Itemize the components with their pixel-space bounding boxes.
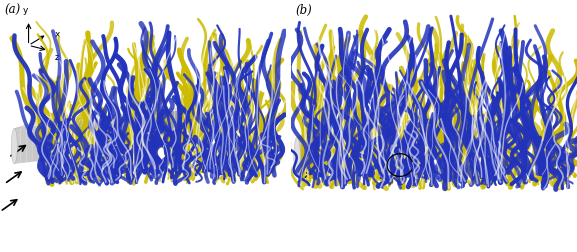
Polygon shape [475,117,482,155]
Polygon shape [455,119,462,158]
Polygon shape [138,114,144,150]
Polygon shape [386,127,393,165]
Text: (a): (a) [4,4,21,17]
Polygon shape [441,121,448,159]
Polygon shape [482,116,489,155]
Ellipse shape [12,129,17,164]
Polygon shape [14,128,20,164]
Polygon shape [297,137,304,175]
Polygon shape [39,125,45,161]
Text: (b): (b) [295,4,312,17]
Polygon shape [373,128,379,167]
Polygon shape [434,121,441,160]
Polygon shape [144,114,151,150]
Polygon shape [45,124,51,161]
Text: x: x [54,29,59,39]
Polygon shape [297,110,514,137]
Polygon shape [132,115,138,151]
Polygon shape [119,116,126,152]
Polygon shape [169,111,175,147]
Polygon shape [345,131,352,170]
Polygon shape [359,130,366,168]
Polygon shape [393,126,400,165]
Polygon shape [88,120,95,156]
Polygon shape [181,110,188,146]
Polygon shape [448,120,455,159]
Polygon shape [156,112,163,148]
Polygon shape [352,131,359,169]
Polygon shape [338,132,345,171]
Polygon shape [414,124,421,162]
Polygon shape [58,123,64,159]
Polygon shape [95,119,101,155]
Polygon shape [175,110,181,146]
Polygon shape [194,108,200,144]
Polygon shape [331,133,338,171]
Polygon shape [304,136,311,174]
Polygon shape [496,115,503,153]
Polygon shape [163,112,169,148]
Polygon shape [366,129,373,168]
Polygon shape [113,117,119,153]
Polygon shape [324,134,331,172]
Polygon shape [14,104,214,129]
Polygon shape [188,109,194,145]
Polygon shape [421,123,428,162]
Polygon shape [489,115,496,154]
Polygon shape [311,135,318,174]
Polygon shape [469,118,475,156]
Polygon shape [33,126,39,162]
Polygon shape [126,116,132,152]
Polygon shape [400,125,407,164]
Polygon shape [27,127,33,163]
Polygon shape [83,120,88,156]
Polygon shape [318,134,324,173]
Polygon shape [151,113,156,149]
Polygon shape [101,118,107,154]
Polygon shape [64,122,70,159]
Ellipse shape [294,137,300,175]
Polygon shape [107,118,113,154]
Polygon shape [428,122,434,161]
Polygon shape [20,127,27,163]
Polygon shape [76,121,83,157]
Text: z: z [54,53,59,62]
Polygon shape [70,122,76,158]
Polygon shape [379,128,386,166]
Polygon shape [462,118,469,157]
Polygon shape [51,124,58,160]
Text: y: y [23,6,28,15]
Polygon shape [407,124,414,163]
